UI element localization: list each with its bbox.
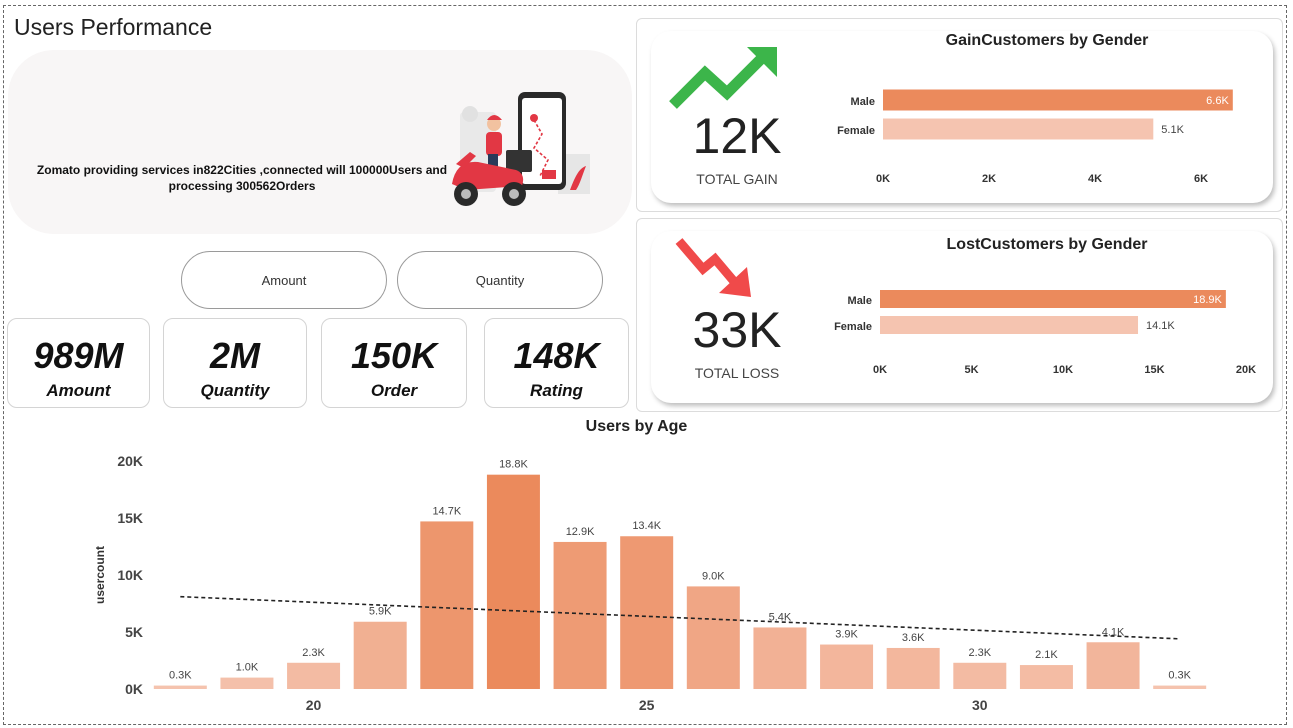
gender-x-tick-label: 2K <box>982 173 996 185</box>
age-bar <box>1153 685 1207 689</box>
age-bar-data-label: 5.9K <box>369 606 392 618</box>
gain-bar-chart: Male 6.6K Female 5.1K 0K 2K 4K 6K <box>837 89 1233 185</box>
age-bar-data-label: 0.3K <box>1168 670 1191 682</box>
age-bar <box>220 677 274 689</box>
age-y-axis-label: usercount <box>93 546 107 604</box>
kpi-value: 989M <box>33 335 124 376</box>
age-y-tick-label: 0K <box>125 681 143 697</box>
kpi-label: Rating <box>530 381 583 400</box>
gender-bar-data-label: 5.1K <box>1161 124 1184 136</box>
total-loss-value: 33K <box>692 302 782 358</box>
kpi-card-rating: 148K Rating <box>484 318 629 408</box>
gender-category-label: Female <box>834 321 872 333</box>
loss-bar-chart: Male 18.9K Female 14.1K 0K 5K 10K 15K 20K <box>834 290 1256 376</box>
age-bar <box>420 521 474 689</box>
delivery-scooter-phone-icon <box>452 92 590 206</box>
kpi-label: Order <box>370 381 418 400</box>
gender-x-tick-label: 6K <box>1194 173 1208 185</box>
age-bar <box>153 685 207 689</box>
age-x-tick-label: 20 <box>306 697 322 713</box>
age-bar <box>686 586 740 689</box>
kpi-value: 150K <box>350 335 438 376</box>
users-by-age-chart: usercount 0K 5K 10K 15K 20K 0.3K 1.0K 2.3K 5.9K 14… <box>93 453 1207 713</box>
slicer-quantity-button[interactable]: Quantity <box>397 251 603 309</box>
gender-x-tick-label: 10K <box>1053 364 1073 376</box>
gain-card: 12K TOTAL GAIN GainCustomers by Gender M… <box>636 18 1283 212</box>
age-y-tick-label: 5K <box>125 624 143 640</box>
age-bar <box>620 536 674 689</box>
gender-bar <box>880 316 1139 334</box>
kpi-card-order: 150K Order <box>321 318 467 408</box>
dashboard-frame <box>3 5 1287 725</box>
age-bar <box>353 621 407 689</box>
kpi-value: 2M <box>209 335 260 376</box>
gender-bar <box>883 89 1233 111</box>
age-bar-data-label: 0.3K <box>169 670 192 682</box>
slicer-amount-button[interactable]: Amount <box>181 251 387 309</box>
age-chart-title: Users by Age <box>585 418 688 435</box>
total-gain-value: 12K <box>692 108 782 164</box>
age-bar-data-label: 14.7K <box>432 505 461 517</box>
gender-x-tick-label: 0K <box>873 364 887 376</box>
age-bar-data-label: 13.4K <box>632 520 661 532</box>
gender-x-tick-label: 20K <box>1236 364 1256 376</box>
gender-x-tick-label: 5K <box>964 364 978 376</box>
banner-line-1: Zomato providing services in822Cities ,c… <box>36 163 448 177</box>
gender-bar-data-label: 18.9K <box>1193 294 1222 306</box>
age-bar-data-label: 12.9K <box>566 526 595 538</box>
total-gain-label: TOTAL GAIN <box>696 171 778 187</box>
gender-category-label: Female <box>837 125 875 137</box>
age-bar-data-label: 2.3K <box>968 647 991 659</box>
gain-chart-title: GainCustomers by Gender <box>945 32 1149 49</box>
banner: Zomato providing services in822Cities ,c… <box>8 50 632 234</box>
gender-category-label: Male <box>848 295 872 307</box>
age-bar-data-label: 9.0K <box>702 570 725 582</box>
gender-bar <box>880 290 1226 308</box>
trend-down-arrow-icon <box>675 238 751 297</box>
age-bar <box>820 644 874 689</box>
kpi-card-amount: 989M Amount <box>7 318 150 408</box>
age-bar-data-label: 4.1K <box>1102 626 1125 638</box>
age-bar-data-label: 18.8K <box>499 459 528 471</box>
age-bar-data-label: 2.3K <box>302 647 325 659</box>
gender-bar-data-label: 14.1K <box>1146 320 1175 332</box>
banner-line-2: processing 300562Orders <box>168 179 316 193</box>
kpi-label: Amount <box>46 381 111 400</box>
age-bar-data-label: 1.0K <box>236 662 259 674</box>
age-bar <box>1019 665 1073 689</box>
age-bar <box>1086 642 1140 689</box>
loss-card: 33K TOTAL LOSS LostCustomers by Gender M… <box>636 218 1283 412</box>
age-y-tick-label: 20K <box>117 453 143 469</box>
gender-x-tick-label: 4K <box>1088 173 1102 185</box>
age-trendline <box>180 595 1180 640</box>
age-y-tick-label: 10K <box>117 567 143 583</box>
age-bar-data-label: 5.4K <box>769 611 792 623</box>
age-x-tick-label: 30 <box>972 697 988 713</box>
loss-chart-title: LostCustomers by Gender <box>946 236 1148 253</box>
gender-bar <box>883 118 1154 140</box>
page-title: Users Performance <box>14 14 213 40</box>
age-x-tick-label: 25 <box>639 697 655 713</box>
total-loss-label: TOTAL LOSS <box>694 365 780 381</box>
trend-up-arrow-icon <box>669 47 777 109</box>
age-bar-data-label: 3.9K <box>835 629 858 641</box>
banner-text: Zomato providing services in822Cities ,c… <box>26 162 458 194</box>
age-bar <box>753 627 807 689</box>
age-bar <box>953 662 1007 689</box>
gender-bar-data-label: 6.6K <box>1206 95 1229 107</box>
kpi-card-quantity: 2M Quantity <box>163 318 307 408</box>
age-bar-data-label: 3.6K <box>902 632 925 644</box>
age-bar <box>886 647 940 689</box>
gender-x-tick-label: 15K <box>1144 364 1164 376</box>
gender-category-label: Male <box>851 96 875 108</box>
age-y-tick-label: 15K <box>117 510 143 526</box>
gender-x-tick-label: 0K <box>876 173 890 185</box>
age-bar <box>553 541 607 689</box>
age-bar <box>486 474 540 689</box>
kpi-label: Quantity <box>200 381 270 400</box>
age-chart-title-wrap: Users by Age <box>0 418 1293 436</box>
kpi-value: 148K <box>513 335 600 376</box>
age-bar-data-label: 2.1K <box>1035 649 1058 661</box>
age-bar <box>287 662 341 689</box>
